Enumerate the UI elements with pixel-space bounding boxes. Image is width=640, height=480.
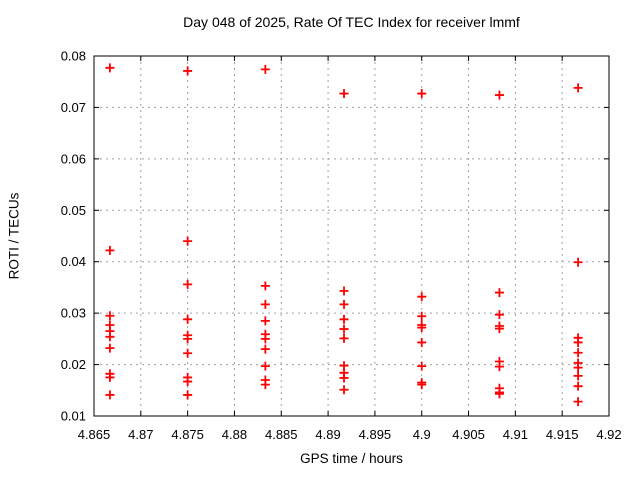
data-point-marker [260, 281, 270, 291]
data-point-marker [573, 337, 583, 347]
chart-title: Day 048 of 2025, Rate Of TEC Index for r… [183, 14, 520, 30]
data-point-marker [573, 397, 583, 407]
data-point-marker [339, 286, 349, 296]
data-point-marker [494, 324, 504, 334]
data-point-marker [417, 292, 427, 302]
data-point-marker [183, 279, 193, 289]
data-point-marker [494, 389, 504, 399]
data-point-marker [339, 89, 349, 99]
plot-border [93, 55, 610, 417]
y-tick-label: 0.05 [61, 203, 86, 218]
data-point-marker [260, 361, 270, 371]
data-point-marker [573, 348, 583, 358]
data-point-marker [260, 316, 270, 326]
y-tick-label: 0.07 [61, 100, 86, 115]
data-point-marker [260, 64, 270, 74]
data-point-marker [573, 381, 583, 391]
x-tick-label: 4.88 [222, 427, 247, 442]
x-tick-label: 4.875 [171, 427, 204, 442]
data-point-marker [260, 299, 270, 309]
data-point-marker [417, 337, 427, 347]
data-point-marker [183, 314, 193, 324]
x-tick-label: 4.885 [265, 427, 298, 442]
data-point-marker [105, 332, 115, 342]
data-point-marker [260, 334, 270, 344]
data-point-marker [105, 63, 115, 73]
y-tick-label: 0.04 [61, 254, 86, 269]
data-point-marker [417, 311, 427, 321]
data-point-marker [183, 66, 193, 76]
data-point-marker [105, 343, 115, 353]
y-tick-label: 0.08 [61, 49, 86, 64]
data-point-marker [105, 390, 115, 400]
y-tick-label: 0.01 [61, 409, 86, 424]
data-point-marker [494, 310, 504, 320]
data-point-marker [339, 314, 349, 324]
data-point-marker [417, 89, 427, 99]
x-tick-label: 4.87 [128, 427, 153, 442]
data-point-marker [573, 371, 583, 381]
data-point-marker [260, 344, 270, 354]
y-axis-label: ROTI / TECUs [6, 192, 22, 280]
data-point-marker [494, 288, 504, 298]
data-point-marker [573, 257, 583, 267]
x-tick-label: 4.91 [503, 427, 528, 442]
data-point-marker [339, 373, 349, 383]
data-point-marker [105, 372, 115, 382]
y-tick-label: 0.03 [61, 306, 86, 321]
x-tick-label: 4.905 [452, 427, 485, 442]
data-point-marker [494, 90, 504, 100]
x-tick-label: 4.89 [315, 427, 340, 442]
data-point-marker [183, 348, 193, 358]
data-point-marker [183, 390, 193, 400]
data-point-marker [417, 323, 427, 333]
data-point-marker [573, 83, 583, 93]
data-point-marker [494, 362, 504, 372]
data-point-marker [183, 377, 193, 387]
y-tick-label: 0.02 [61, 357, 86, 372]
data-point-marker [105, 245, 115, 255]
x-tick-label: 4.915 [546, 427, 579, 442]
data-point-marker [183, 334, 193, 344]
x-tick-label: 4.895 [359, 427, 392, 442]
data-point-marker [417, 361, 427, 371]
data-point-marker [183, 236, 193, 246]
data-point-marker [339, 324, 349, 334]
data-point-marker [417, 380, 427, 390]
x-tick-label: 4.92 [596, 427, 621, 442]
data-point-marker [339, 299, 349, 309]
data-point-marker [105, 311, 115, 321]
x-tick-label: 4.865 [78, 427, 111, 442]
data-point-marker [339, 385, 349, 395]
data-point-marker [260, 380, 270, 390]
y-tick-label: 0.06 [61, 151, 86, 166]
x-axis-label: GPS time / hours [300, 451, 403, 466]
data-point-marker [339, 333, 349, 343]
data-point-marker [573, 363, 583, 373]
x-tick-label: 4.9 [413, 427, 431, 442]
